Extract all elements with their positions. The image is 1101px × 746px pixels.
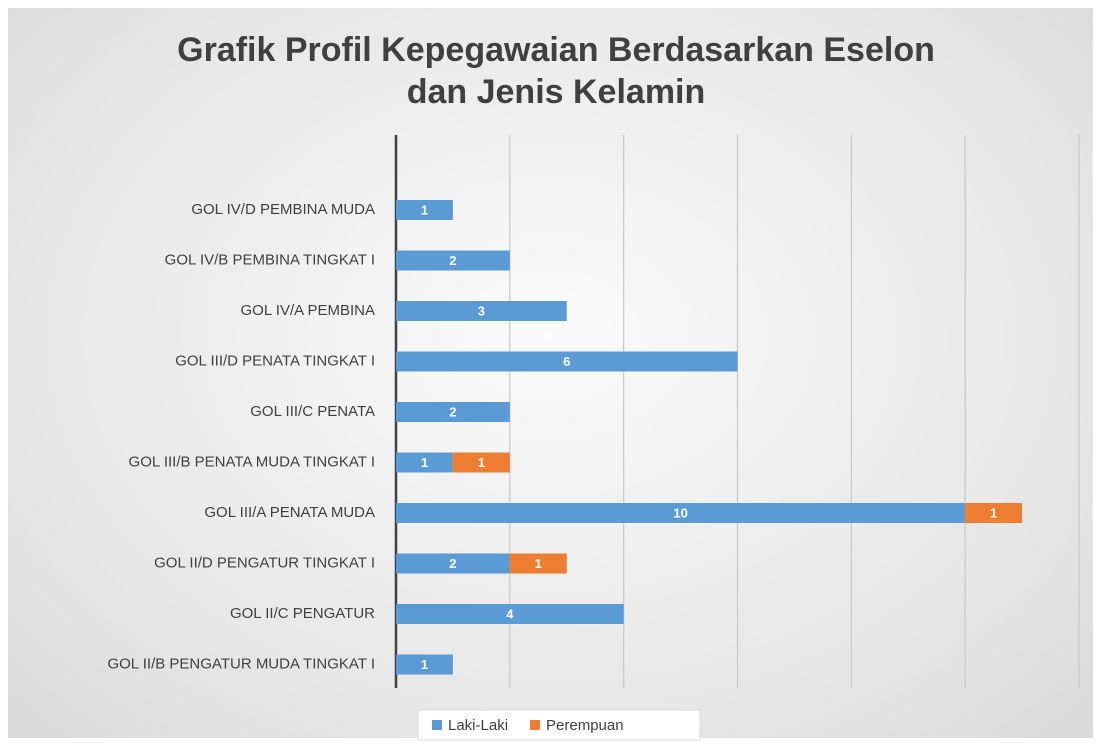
legend-swatch — [530, 720, 541, 730]
bar — [396, 301, 567, 321]
data-label: 2 — [449, 404, 456, 419]
legend-swatch — [432, 720, 442, 730]
data-label: 1 — [478, 455, 485, 470]
y-tick-label: GOL III/B PENATA MUDA TINGKAT I — [129, 453, 375, 470]
bar — [396, 503, 966, 523]
bar — [396, 402, 510, 422]
y-tick-label: GOL II/C PENGATUR — [230, 605, 375, 622]
bar — [396, 200, 453, 220]
chart-title: Grafik Profil Kepegawaian Berdasarkan Es… — [177, 31, 935, 69]
y-tick-label: GOL IV/D PEMBINA MUDA — [191, 201, 375, 218]
legend-label: Laki-Laki — [448, 717, 508, 734]
y-tick-label: GOL III/D PENATA TINGKAT I — [175, 352, 375, 369]
data-label: 1 — [535, 556, 542, 571]
data-label: 1 — [990, 505, 997, 520]
y-tick-label: GOL IV/A PEMBINA — [241, 302, 376, 319]
data-label: 3 — [478, 303, 485, 318]
bar — [396, 553, 510, 574]
y-tick-label: GOL III/A PENATA MUDA — [204, 504, 375, 521]
data-label: 2 — [449, 253, 456, 268]
y-tick-label: GOL II/D PENGATUR TINGKAT I — [154, 554, 375, 571]
data-label: 1 — [421, 455, 428, 470]
bar — [452, 452, 510, 473]
bar — [965, 503, 1023, 523]
y-tick-label: GOL II/B PENGATUR MUDA TINGKAT I — [107, 655, 375, 672]
data-label: 6 — [563, 354, 570, 369]
bar — [396, 654, 453, 675]
data-label: 2 — [449, 556, 456, 571]
y-tick-label: GOL III/C PENATA — [250, 403, 375, 420]
bar — [396, 250, 510, 271]
legend-label: Perempuan — [546, 717, 624, 734]
legend-box — [417, 709, 701, 741]
data-label: 1 — [421, 657, 428, 672]
bar — [396, 351, 738, 372]
data-label: 1 — [421, 202, 428, 217]
bar — [509, 553, 567, 574]
bar — [396, 604, 624, 624]
bar — [396, 452, 453, 473]
chart-title: dan Jenis Kelamin — [407, 73, 706, 111]
data-label: 4 — [506, 606, 514, 621]
y-tick-label: GOL IV/B PEMBINA TINGKAT I — [165, 251, 375, 268]
data-label: 10 — [673, 505, 687, 520]
